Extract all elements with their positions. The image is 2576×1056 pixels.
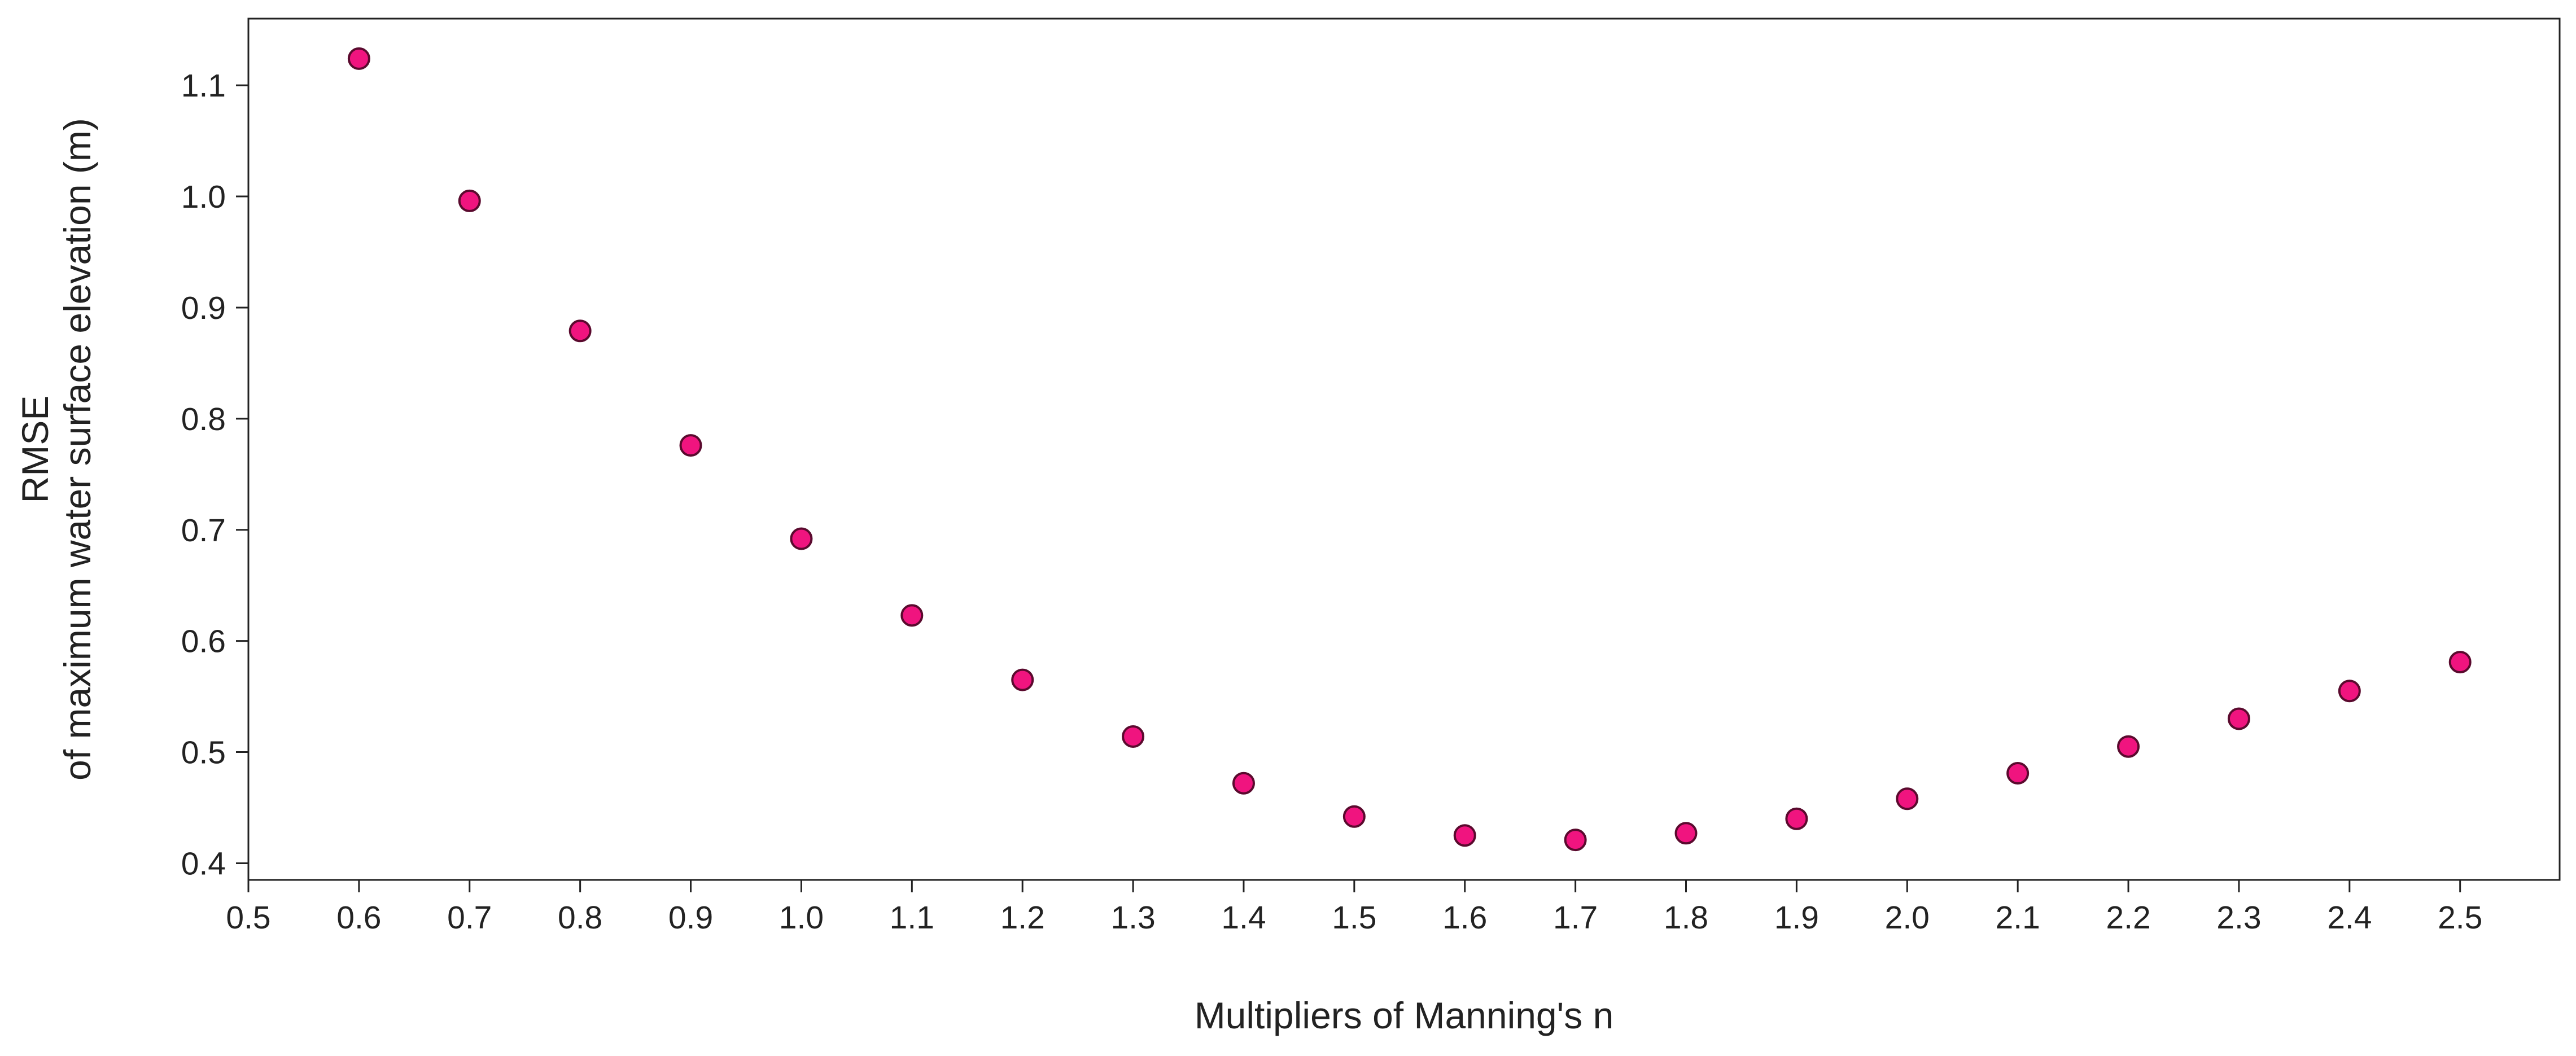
x-tick-label: 2.2 (2106, 900, 2150, 936)
data-point (1564, 829, 1587, 852)
x-tick-label: 2.0 (1885, 900, 1930, 936)
x-tick-label: 2.3 (2216, 900, 2261, 936)
data-points (347, 47, 2472, 852)
x-tick-label: 2.4 (2327, 900, 2372, 936)
x-tick-label: 1.6 (1442, 900, 1487, 936)
x-tick-label: 0.5 (226, 900, 270, 936)
x-tick-label: 1.3 (1110, 900, 1155, 936)
y-tick-label: 1.1 (181, 68, 226, 104)
data-point (2227, 707, 2250, 730)
y-tick-label: 0.4 (181, 845, 226, 882)
data-point (1453, 824, 1476, 847)
data-point (2448, 651, 2472, 674)
y-tick-label: 0.6 (181, 624, 226, 660)
x-tick-label: 0.9 (668, 900, 713, 936)
x-axis-title: Multipliers of Manning's n (1195, 994, 1614, 1036)
x-tick-label: 2.5 (2438, 900, 2482, 936)
data-point (679, 434, 702, 457)
x-tick-label: 1.9 (1774, 900, 1819, 936)
x-tick-label: 2.1 (1996, 900, 2040, 936)
data-point (1122, 725, 1145, 748)
data-point (2338, 680, 2361, 703)
plot-area (247, 17, 2561, 881)
data-point (900, 604, 924, 627)
y-axis: 0.4 0.5 0.6 0.7 0.8 0.9 1.0 1.1 (181, 68, 248, 882)
x-tick-label: 0.7 (447, 900, 492, 936)
data-point (1232, 772, 1255, 795)
data-point (458, 189, 481, 212)
y-tick-label: 1.0 (181, 179, 226, 215)
data-point (1342, 805, 1366, 828)
x-axis: 0.5 0.6 0.7 0.8 0.9 1.0 1.1 1.2 1.3 1.4 1.5 1.6 1.7 1… (226, 880, 2482, 936)
data-point (1785, 807, 1808, 830)
data-point (347, 47, 370, 70)
y-tick-label: 0.7 (181, 512, 226, 549)
x-tick-label: 1.4 (1221, 900, 1266, 936)
data-point (1011, 668, 1034, 691)
y-tick-label: 0.9 (181, 290, 226, 326)
x-tick-label: 0.8 (558, 900, 602, 936)
x-tick-label: 1.0 (779, 900, 824, 936)
data-point (1896, 787, 1919, 810)
y-tick-label: 0.8 (181, 401, 226, 437)
y-axis-title-line-2: of maximum water surface elevation (m) (56, 118, 98, 781)
data-point (2117, 735, 2140, 758)
data-point (568, 319, 592, 343)
data-point (1674, 822, 1698, 845)
x-tick-label: 1.5 (1332, 900, 1376, 936)
data-point (790, 527, 813, 550)
x-tick-label: 1.1 (890, 900, 934, 936)
x-tick-label: 1.7 (1553, 900, 1598, 936)
y-axis-title-line-1: RMSE (14, 396, 56, 503)
data-point (2006, 761, 2030, 785)
x-tick-label: 1.8 (1664, 900, 1708, 936)
x-tick-label: 0.6 (336, 900, 381, 936)
x-tick-label: 1.2 (1000, 900, 1045, 936)
y-tick-label: 0.5 (181, 735, 226, 771)
